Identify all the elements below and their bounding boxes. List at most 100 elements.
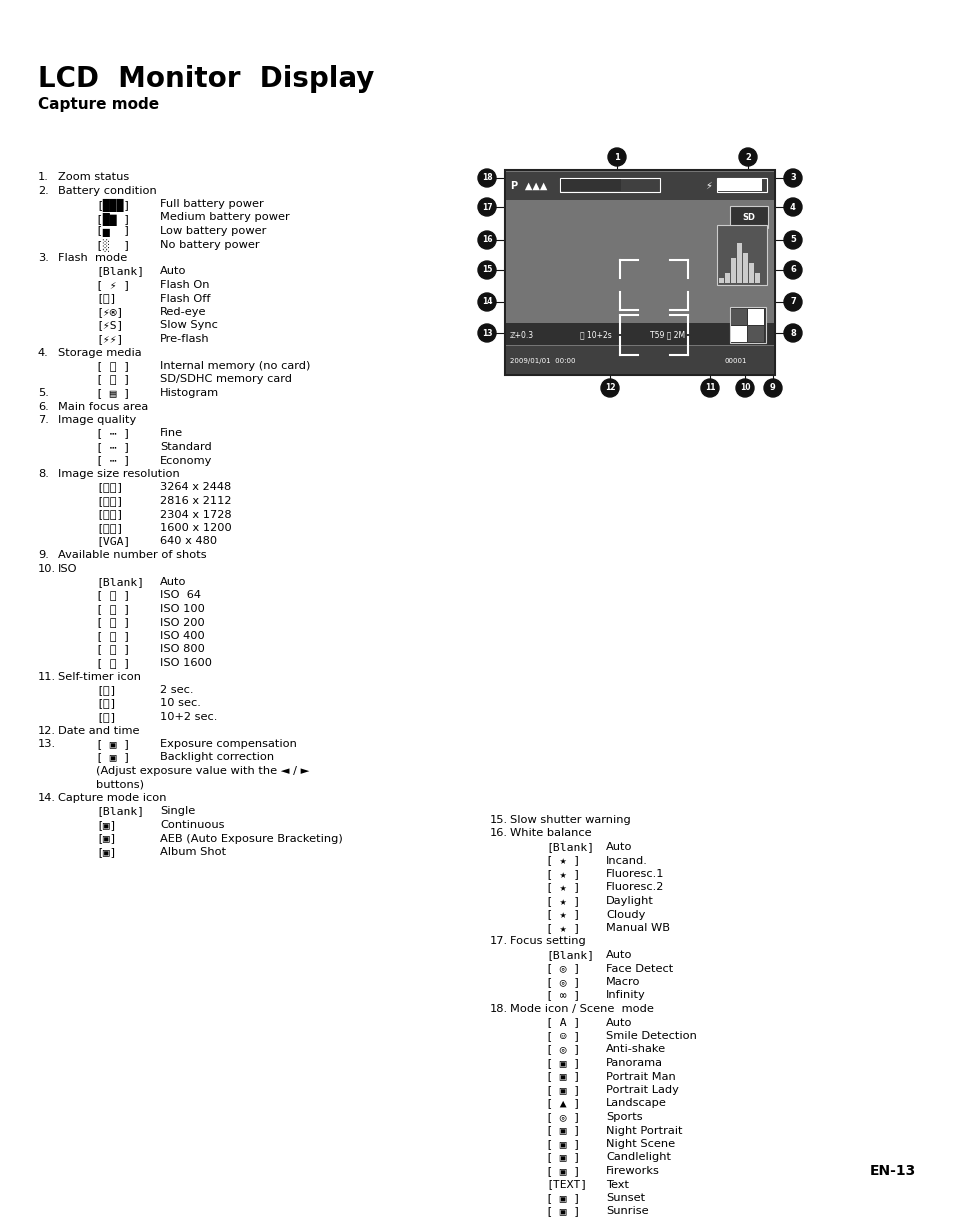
Text: Continuous: Continuous (160, 820, 224, 830)
Text: Main focus area: Main focus area (58, 401, 148, 411)
Text: [ ⎙ ]: [ ⎙ ] (96, 658, 131, 669)
Text: [Blank]: [Blank] (545, 950, 594, 960)
Text: Daylight: Daylight (605, 895, 653, 906)
Text: Incand.: Incand. (605, 855, 647, 865)
Text: LCD  Monitor  Display: LCD Monitor Display (38, 65, 374, 93)
Text: ⌛ 10+2s: ⌛ 10+2s (579, 331, 611, 339)
Circle shape (477, 198, 496, 216)
Text: 2009/01/01  00:00: 2009/01/01 00:00 (510, 357, 575, 364)
Text: [⚡S]: [⚡S] (96, 321, 123, 331)
Text: [ ⎙ ]: [ ⎙ ] (96, 644, 131, 654)
Text: 10.: 10. (38, 564, 56, 573)
Bar (724, 273, 729, 283)
Circle shape (700, 379, 719, 397)
Circle shape (739, 148, 757, 166)
Circle shape (477, 325, 496, 342)
Text: Slow shutter warning: Slow shutter warning (510, 815, 630, 825)
Text: Auto: Auto (160, 266, 186, 277)
Circle shape (600, 379, 618, 397)
Text: [ ∞ ]: [ ∞ ] (545, 991, 579, 1000)
Text: White balance: White balance (510, 828, 591, 838)
Bar (717, 178, 766, 192)
Text: Auto: Auto (605, 842, 632, 852)
Text: Zoom status: Zoom status (58, 172, 129, 182)
Circle shape (763, 379, 781, 397)
Text: Flash Off: Flash Off (160, 294, 211, 304)
Text: [Blank]: [Blank] (96, 577, 144, 587)
Circle shape (477, 170, 496, 187)
Text: 3: 3 (789, 173, 795, 183)
Text: [ ▣ ]: [ ▣ ] (545, 1085, 579, 1096)
Text: Auto: Auto (605, 950, 632, 960)
Text: ISO  64: ISO 64 (160, 590, 201, 600)
Bar (742, 253, 747, 283)
Text: [ ▣ ]: [ ▣ ] (545, 1166, 579, 1176)
Bar (505, 172, 773, 200)
Text: [ ⎙ ]: [ ⎙ ] (96, 375, 131, 384)
Text: (Adjust exposure value with the ◄ / ►: (Adjust exposure value with the ◄ / ► (96, 766, 309, 776)
Text: P  ▲▲▲: P ▲▲▲ (511, 181, 547, 192)
Text: SD/SDHC memory card: SD/SDHC memory card (160, 375, 292, 384)
Text: ⚡: ⚡ (704, 181, 711, 192)
Text: T59 ⎙ 2M: T59 ⎙ 2M (649, 331, 684, 339)
Text: Self-timer icon: Self-timer icon (58, 671, 141, 682)
Text: 15: 15 (481, 266, 492, 274)
Text: Medium battery power: Medium battery power (160, 212, 290, 222)
Text: 4.: 4. (38, 348, 49, 357)
Text: [⌛]: [⌛] (96, 712, 116, 722)
Text: Economy: Economy (160, 455, 213, 466)
Text: [ ◎ ]: [ ◎ ] (545, 977, 579, 987)
Text: [ ⋯ ]: [ ⋯ ] (96, 428, 131, 438)
Text: [ ★ ]: [ ★ ] (545, 924, 579, 933)
Text: ISO: ISO (58, 564, 77, 573)
Text: [ ★ ]: [ ★ ] (545, 909, 579, 920)
Text: Face Detect: Face Detect (605, 964, 673, 974)
Text: ISO 1600: ISO 1600 (160, 658, 212, 669)
Text: [ ◎ ]: [ ◎ ] (545, 964, 579, 974)
Text: [ ⋯ ]: [ ⋯ ] (96, 455, 131, 466)
Text: Flash  mode: Flash mode (58, 253, 127, 264)
Text: Fluoresc.1: Fluoresc.1 (605, 869, 664, 878)
Bar (559, 178, 659, 192)
Bar (747, 326, 763, 342)
Text: Panorama: Panorama (605, 1058, 662, 1068)
Text: 11.: 11. (38, 671, 56, 682)
Text: 17: 17 (481, 203, 492, 211)
Text: Fine: Fine (160, 428, 183, 438)
Text: Sunset: Sunset (605, 1193, 644, 1203)
Bar (737, 243, 741, 283)
Text: [ ⎙ ]: [ ⎙ ] (96, 617, 131, 627)
Text: 9.: 9. (38, 550, 49, 560)
Text: Night Portrait: Night Portrait (605, 1126, 681, 1136)
Text: [ ▣ ]: [ ▣ ] (545, 1126, 579, 1136)
Text: 18: 18 (481, 173, 492, 183)
Text: [ ★ ]: [ ★ ] (545, 855, 579, 865)
Text: 14: 14 (481, 298, 492, 306)
Text: [六山]: [六山] (96, 497, 123, 506)
Text: 2.: 2. (38, 185, 49, 195)
Text: [▣]: [▣] (96, 820, 116, 830)
Text: Manual WB: Manual WB (605, 924, 669, 933)
Text: No battery power: No battery power (160, 239, 259, 250)
Text: ISO 400: ISO 400 (160, 631, 205, 640)
Text: [Blank]: [Blank] (96, 806, 144, 816)
Text: 00001: 00001 (724, 357, 747, 364)
Text: ISO 100: ISO 100 (160, 604, 205, 614)
Text: 14.: 14. (38, 793, 56, 803)
Text: [ ▣ ]: [ ▣ ] (545, 1207, 579, 1216)
Text: [ ▣ ]: [ ▣ ] (545, 1058, 579, 1068)
Text: Auto: Auto (605, 1017, 632, 1027)
Text: ISO 200: ISO 200 (160, 617, 205, 627)
Text: 17.: 17. (490, 937, 508, 947)
Text: [ ★ ]: [ ★ ] (545, 869, 579, 878)
Text: 2: 2 (744, 152, 750, 161)
Bar (505, 323, 773, 345)
Text: [⌛]: [⌛] (96, 699, 116, 709)
Text: 1: 1 (614, 152, 619, 161)
Text: Low battery power: Low battery power (160, 226, 266, 235)
Text: 15.: 15. (490, 815, 508, 825)
Text: Album Shot: Album Shot (160, 847, 226, 856)
Text: 13.: 13. (38, 739, 56, 749)
Text: 13: 13 (481, 328, 492, 338)
Text: 640 x 480: 640 x 480 (160, 537, 217, 547)
